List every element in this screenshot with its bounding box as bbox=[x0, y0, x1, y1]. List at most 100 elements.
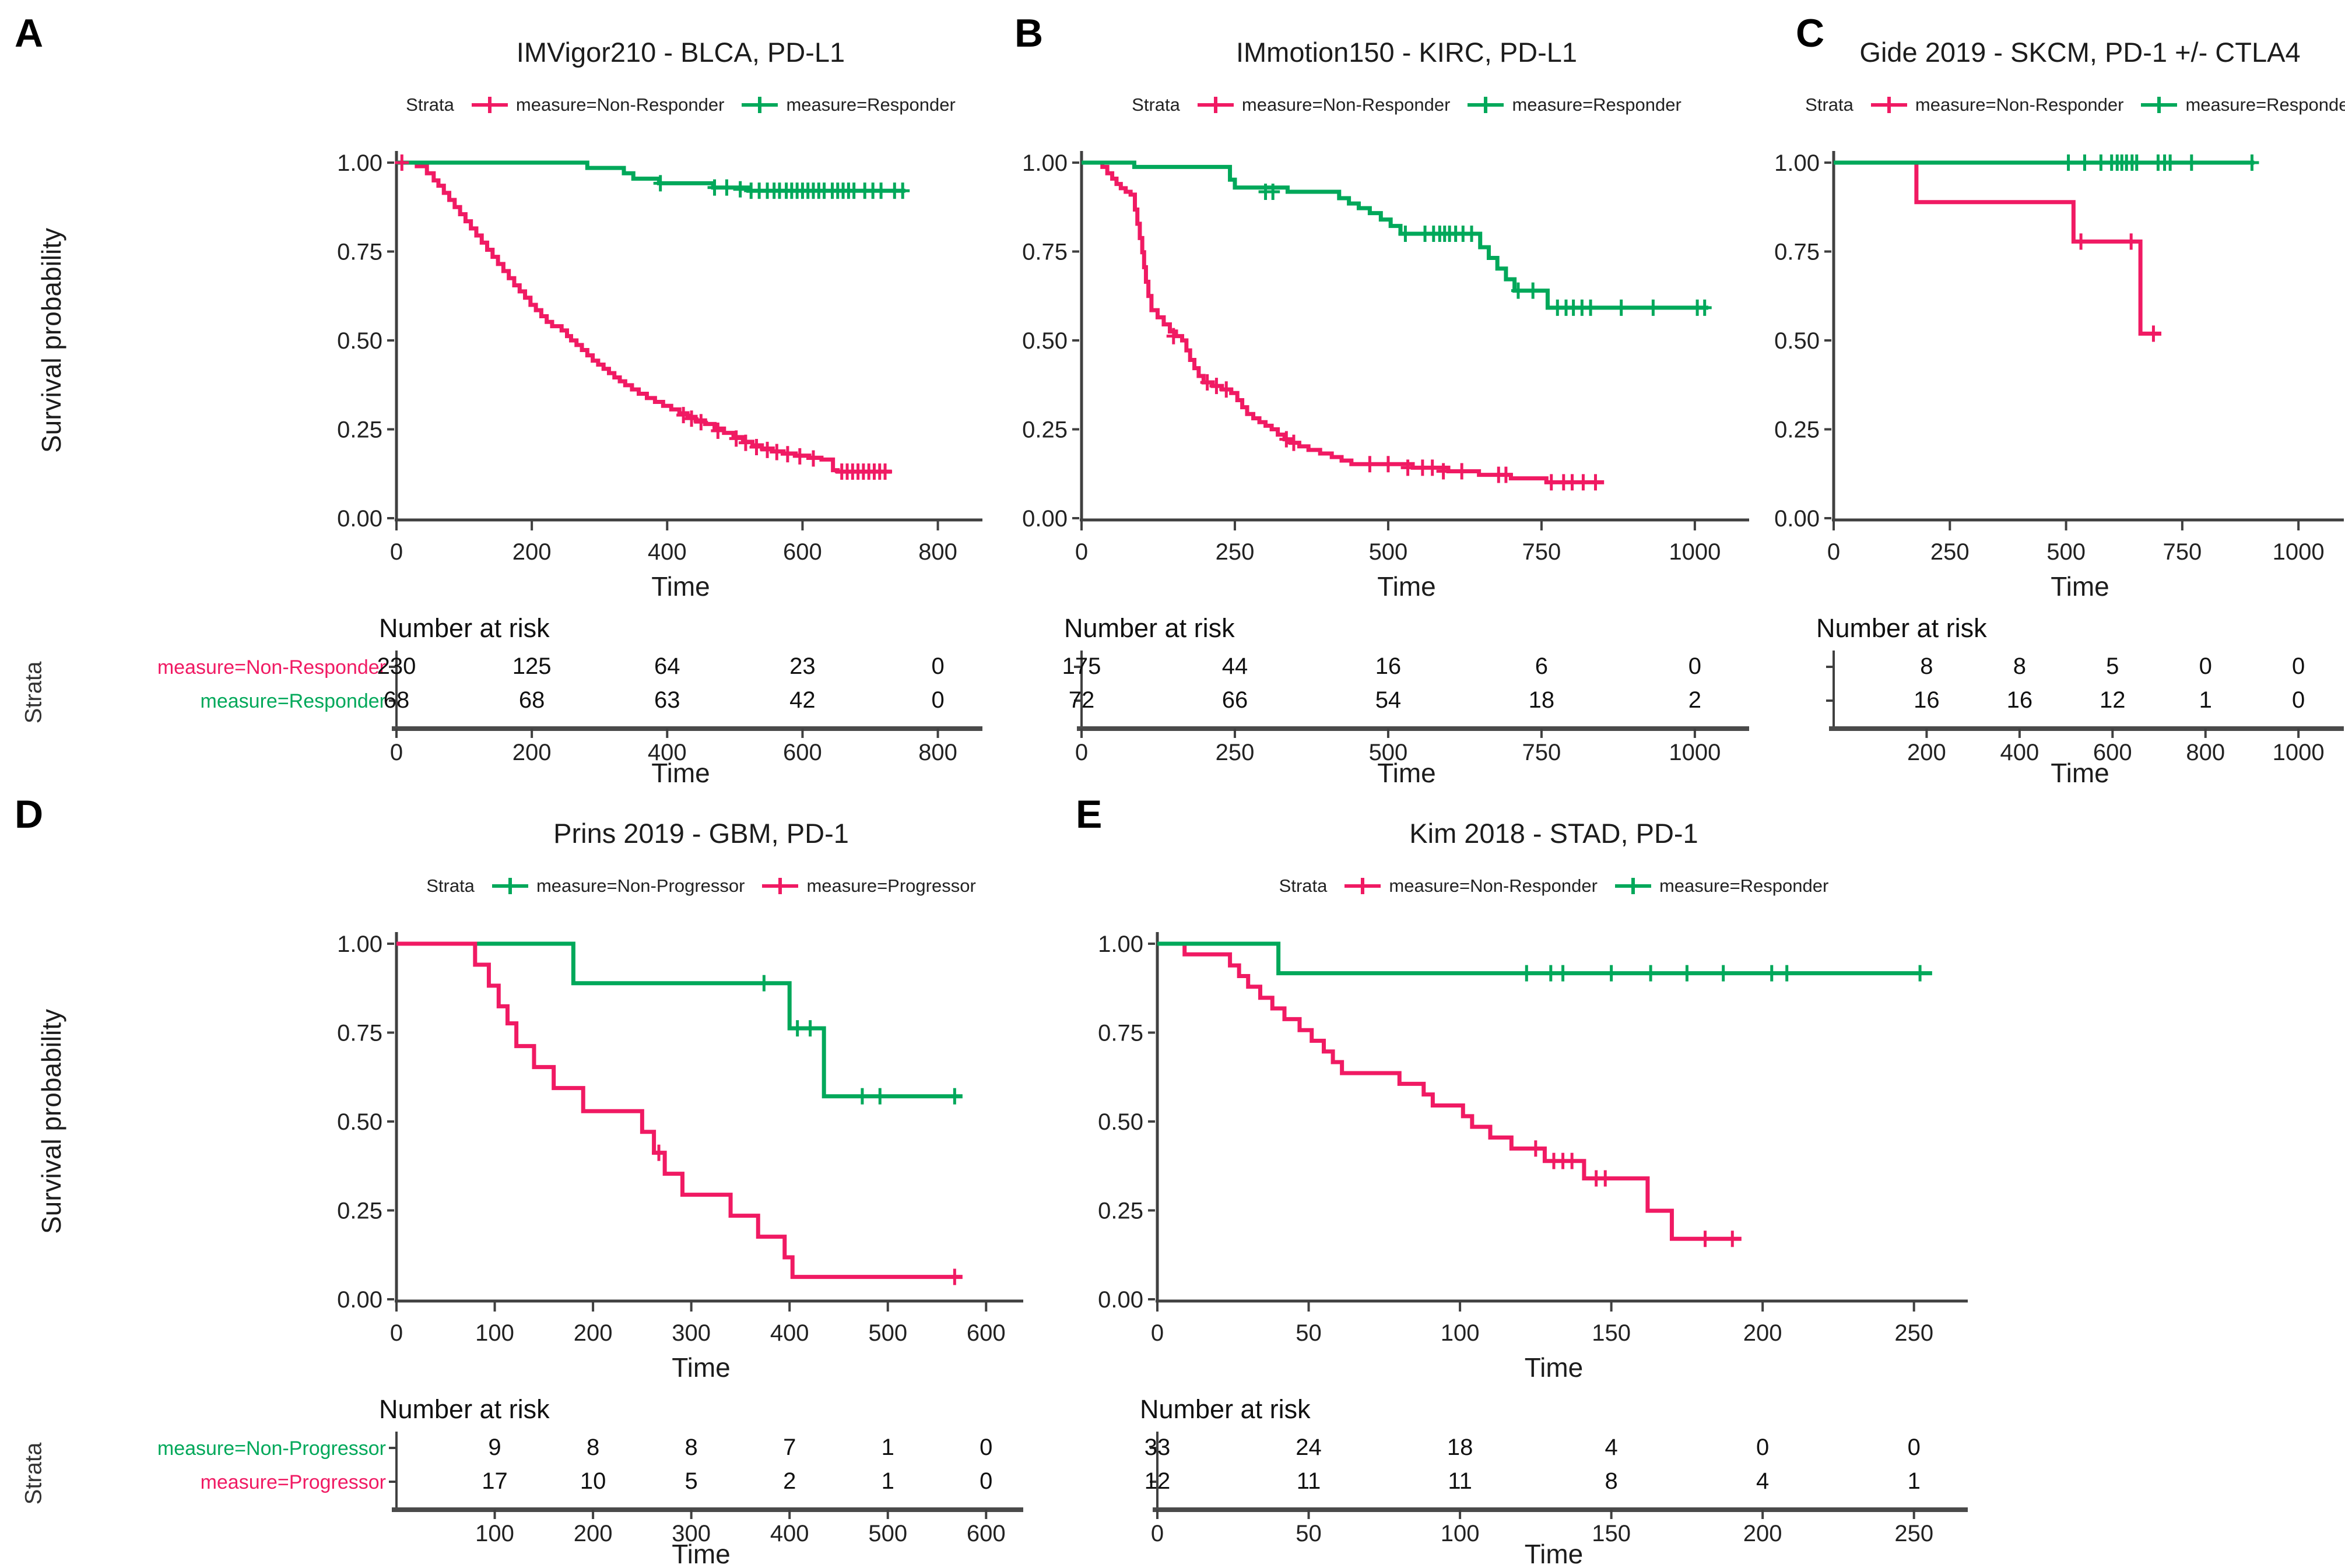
y-tick-label: 0.25 bbox=[1098, 1198, 1143, 1224]
risk-x-tick-label: 250 bbox=[1894, 1521, 1933, 1546]
legend-entry-label: measure=Non-Responder bbox=[1915, 94, 2124, 115]
risk-x-tick-label: 600 bbox=[783, 740, 822, 765]
y-tick-label: 1.00 bbox=[1774, 150, 1820, 176]
risk-count: 1 bbox=[2199, 687, 2212, 713]
risk-x-tick-label: 750 bbox=[1522, 740, 1561, 765]
km-curve bbox=[396, 160, 905, 193]
risk-count: 0 bbox=[1908, 1435, 1921, 1460]
risk-x-axis-title: Time bbox=[651, 758, 710, 788]
y-tick-label: 0.00 bbox=[1022, 506, 1068, 532]
risk-count: 10 bbox=[580, 1468, 606, 1494]
y-tick-label: 0.50 bbox=[337, 1109, 382, 1135]
x-tick-label: 750 bbox=[1522, 539, 1561, 565]
risk-table: 175 44 16 6 0 72 66 54 18 2 0 250 500 750 1000 Time bbox=[1062, 651, 1749, 788]
panel-title: IMVigor210 - BLCA, PD-L1 bbox=[516, 37, 845, 68]
y-tick-label: 0.50 bbox=[1098, 1109, 1143, 1135]
risk-count: 230 bbox=[377, 653, 416, 679]
legend-key-icon bbox=[1344, 878, 1381, 894]
risk-count: 175 bbox=[1062, 653, 1101, 679]
y-tick-label: 0.00 bbox=[1098, 1287, 1143, 1313]
risk-x-tick-label: 600 bbox=[2093, 740, 2132, 765]
x-tick-label: 800 bbox=[918, 539, 957, 565]
legend-title: Strata bbox=[406, 94, 454, 115]
legend-entry: measure=Non-Progressor bbox=[490, 874, 745, 898]
risk-count: 54 bbox=[1375, 687, 1402, 713]
legend-entry: measure=Non-Responder bbox=[1869, 93, 2124, 117]
y-tick-label: 0.00 bbox=[1774, 506, 1820, 532]
panel-letter: A bbox=[15, 11, 44, 55]
x-tick-label: 500 bbox=[2046, 539, 2086, 565]
legend-key-icon bbox=[1870, 97, 1907, 113]
risk-count: 1 bbox=[882, 1468, 894, 1494]
risk-count: 0 bbox=[2292, 687, 2305, 713]
risk-x-tick-label: 200 bbox=[1907, 740, 1946, 765]
risk-count: 1 bbox=[1908, 1468, 1921, 1494]
risk-count: 8 bbox=[1605, 1468, 1618, 1494]
x-tick-label: 100 bbox=[1441, 1320, 1480, 1346]
x-tick-label: 500 bbox=[868, 1320, 907, 1346]
legend-entry: measure=Responder bbox=[2139, 93, 2345, 117]
legend-entry-label: measure=Responder bbox=[1512, 94, 1681, 115]
x-tick-label: 600 bbox=[783, 539, 822, 565]
km-curve bbox=[1082, 160, 1709, 310]
y-tick-label: 1.00 bbox=[337, 931, 382, 957]
risk-count: 5 bbox=[685, 1468, 698, 1494]
risk-x-tick-label: 1000 bbox=[1669, 740, 1721, 765]
risk-x-tick-label: 0 bbox=[1075, 740, 1088, 765]
y-tick-label: 0.00 bbox=[337, 506, 382, 532]
risk-count: 11 bbox=[1297, 1468, 1321, 1494]
risk-count: 24 bbox=[1296, 1435, 1322, 1460]
legend-entry: measure=Progressor bbox=[760, 874, 976, 898]
panel-title: IMmotion150 - KIRC, PD-L1 bbox=[1235, 37, 1578, 68]
risk-x-axis-title: Time bbox=[672, 1539, 731, 1568]
panel-letter: D bbox=[15, 792, 44, 836]
risk-count: 4 bbox=[1756, 1468, 1769, 1494]
risk-count: 12 bbox=[1145, 1468, 1171, 1494]
x-tick-label: 500 bbox=[1369, 539, 1408, 565]
x-tick-label: 0 bbox=[390, 539, 403, 565]
risk-count: 0 bbox=[2199, 653, 2212, 679]
legend-entry: measure=Responder bbox=[1613, 874, 1828, 898]
risk-count: 8 bbox=[587, 1435, 599, 1460]
y-tick-label: 0.75 bbox=[337, 240, 382, 265]
panel-title: Gide 2019 - SKCM, PD-1 +/- CTLA4 bbox=[1859, 37, 2301, 68]
risk-count: 16 bbox=[1375, 653, 1402, 679]
risk-count: 4 bbox=[1605, 1435, 1618, 1460]
risk-x-axis-title: Time bbox=[1525, 1539, 1584, 1568]
legend-entry: measure=Non-Responder bbox=[469, 93, 724, 117]
risk-count: 23 bbox=[789, 653, 816, 679]
risk-row-label: measure=Responder bbox=[201, 690, 386, 712]
legend-title: Strata bbox=[1279, 876, 1328, 896]
km-plot: 1.00 0.75 0.50 0.25 0.00 0 200 400 600 800 Time bbox=[337, 150, 982, 602]
risk-table-title: Number at risk bbox=[379, 613, 550, 643]
panel-E: E Kim 2018 - STAD, PD-1 Strata measure=Non-… bbox=[1073, 788, 2006, 1568]
risk-x-tick-label: 400 bbox=[648, 740, 687, 765]
strata-legend: Strata measure=Non-Responder measure=Respo… bbox=[1805, 93, 2345, 117]
risk-count: 9 bbox=[488, 1435, 501, 1460]
panel-letter: E bbox=[1076, 792, 1103, 836]
risk-count: 0 bbox=[980, 1435, 992, 1460]
risk-x-tick-label: 200 bbox=[1743, 1521, 1782, 1546]
km-curve bbox=[1834, 160, 2162, 336]
legend-key-icon bbox=[1468, 97, 1504, 113]
km-curve bbox=[396, 941, 963, 1099]
risk-x-tick-label: 300 bbox=[672, 1521, 711, 1546]
risk-table: measure=Non-Progressor 9 8 8 7 1 0measure=Prog… bbox=[157, 1432, 1023, 1568]
legend-entry-label: measure=Responder bbox=[2185, 94, 2345, 115]
x-tick-label: 1000 bbox=[1669, 539, 1721, 565]
y-tick-label: 0.25 bbox=[1774, 417, 1820, 443]
y-tick-label: 0.00 bbox=[337, 1287, 382, 1313]
risk-x-tick-label: 400 bbox=[2000, 740, 2039, 765]
x-tick-label: 50 bbox=[1296, 1320, 1322, 1346]
risk-count: 44 bbox=[1222, 653, 1248, 679]
risk-count: 6 bbox=[1535, 653, 1548, 679]
risk-count: 68 bbox=[519, 687, 545, 713]
panel-title: Prins 2019 - GBM, PD-1 bbox=[553, 818, 849, 849]
legend-key-icon bbox=[1614, 878, 1651, 894]
y-tick-label: 0.50 bbox=[337, 328, 382, 354]
risk-count: 17 bbox=[482, 1468, 508, 1494]
risk-x-tick-label: 100 bbox=[1441, 1521, 1480, 1546]
risk-count: 2 bbox=[1688, 687, 1701, 713]
strata-legend: Strata measure=Non-Progressor measure=Prog… bbox=[396, 874, 1006, 898]
